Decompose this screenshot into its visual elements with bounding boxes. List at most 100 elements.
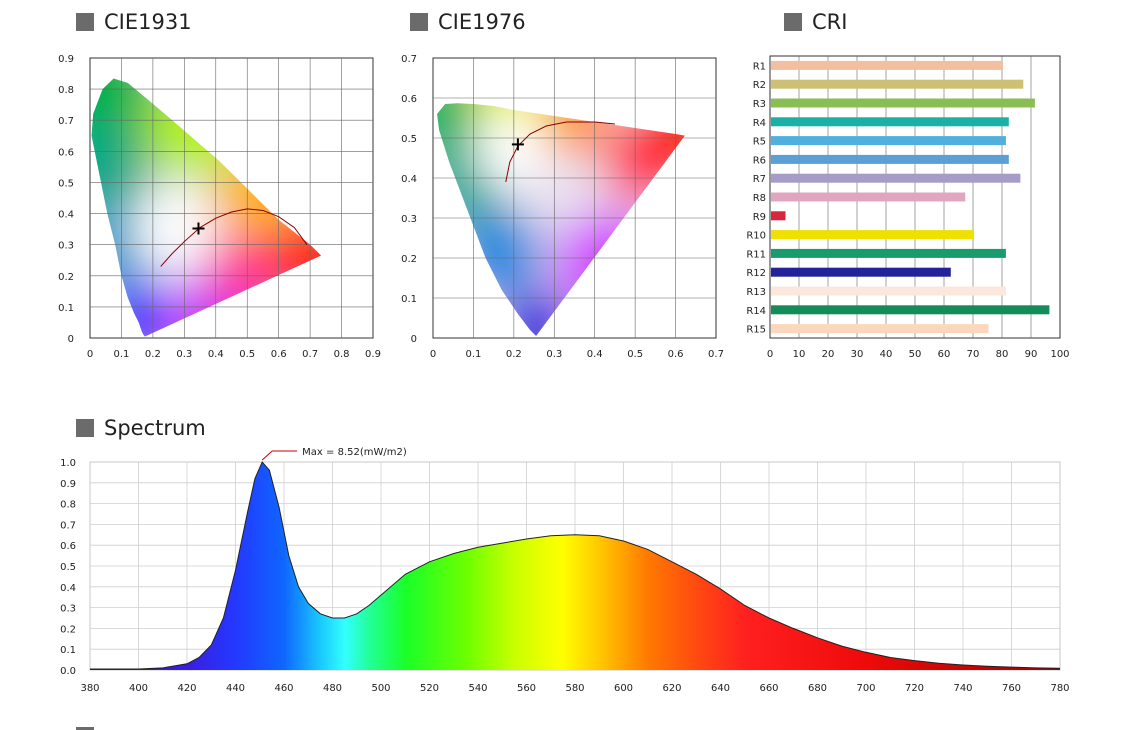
x-tick-label: 100 xyxy=(1050,349,1069,360)
x-tick-label: 520 xyxy=(420,683,439,694)
cri-bar-r8 xyxy=(771,192,966,202)
cie1931-chart: 0 0.1 0.2 0.3 0.4 0.5 0.6 0.7 0.8 0.9 0 0.1 0.2 0.3 0.… xyxy=(58,54,381,360)
section-marker-icon xyxy=(76,13,94,31)
cri-label: R7 xyxy=(753,174,766,185)
y-tick-label: 0 xyxy=(68,334,74,345)
section-marker-icon xyxy=(784,13,802,31)
x-tick-label: 420 xyxy=(177,683,196,694)
x-tick-label: 0.2 xyxy=(145,349,161,360)
cri-label: R3 xyxy=(753,99,766,110)
x-tick-label: 0.8 xyxy=(334,349,350,360)
x-tick-label: 640 xyxy=(711,683,730,694)
y-tick-label: 0 xyxy=(411,334,417,345)
spectrum-chart: 380 400 420 440 460 480 500 520 540 560 580 600 620 6… xyxy=(60,447,1069,694)
cri-bar-r13 xyxy=(771,286,1006,296)
cri-bar-r7 xyxy=(771,173,1021,183)
x-tick-label: 30 xyxy=(851,349,864,360)
y-tick-label: 0.6 xyxy=(58,147,74,158)
y-tick-label: 0.6 xyxy=(401,94,417,105)
cie1931-title: CIE1931 xyxy=(76,10,192,34)
cri-label: R1 xyxy=(753,61,766,72)
cri-label: R5 xyxy=(753,137,766,148)
cri-label: R2 xyxy=(753,80,766,91)
x-tick-label: 0 xyxy=(430,349,436,360)
x-tick-label: 460 xyxy=(274,683,293,694)
spectrum-outline xyxy=(90,461,1061,670)
x-tick-label: 0.3 xyxy=(546,349,562,360)
x-tick-label: 660 xyxy=(759,683,778,694)
cri-label: R12 xyxy=(746,268,766,279)
planckian-locus xyxy=(160,208,308,267)
y-tick-label: 0.4 xyxy=(401,174,417,185)
cri-bar-r4 xyxy=(771,117,1009,127)
x-tick-label: 720 xyxy=(905,683,924,694)
cri-bar-r10 xyxy=(771,230,974,240)
cri-bar-r15 xyxy=(771,324,989,334)
cri-bar-r9 xyxy=(771,211,786,221)
y-tick-label: 0.2 xyxy=(60,624,76,635)
cri-label: R8 xyxy=(753,193,766,204)
y-tick-label: 0.5 xyxy=(58,178,74,189)
x-tick-label: 540 xyxy=(468,683,487,694)
x-tick-label: 380 xyxy=(80,683,99,694)
y-tick-label: 0.2 xyxy=(401,254,417,265)
cie1976-title: CIE1976 xyxy=(410,10,526,34)
x-tick-label: 680 xyxy=(808,683,827,694)
cri-label: R13 xyxy=(746,287,766,298)
x-tick-label: 600 xyxy=(614,683,633,694)
x-tick-label: 0.6 xyxy=(668,349,684,360)
x-tick-label: 620 xyxy=(662,683,681,694)
x-tick-label: 0.1 xyxy=(465,349,481,360)
x-tick-label: 70 xyxy=(967,349,980,360)
y-tick-label: 0.9 xyxy=(58,54,74,65)
section-marker-icon xyxy=(76,419,94,437)
cri-title-text: CRI xyxy=(812,10,848,34)
x-tick-label: 0.5 xyxy=(627,349,643,360)
x-tick-label: 0.4 xyxy=(587,349,603,360)
spectrum-title: Spectrum xyxy=(76,416,206,440)
cri-bar-r3 xyxy=(771,98,1035,108)
y-tick-label: 0.6 xyxy=(60,541,76,552)
x-tick-label: 0.5 xyxy=(239,349,255,360)
x-tick-label: 760 xyxy=(1002,683,1021,694)
x-tick-label: 0.4 xyxy=(208,349,224,360)
x-tick-label: 0.3 xyxy=(176,349,192,360)
y-tick-label: 0.9 xyxy=(60,479,76,490)
x-tick-label: 20 xyxy=(822,349,835,360)
x-tick-label: 580 xyxy=(565,683,584,694)
cri-bar-r2 xyxy=(771,79,1024,89)
section-marker-icon xyxy=(410,13,428,31)
cie1976-chart: 0 0.1 0.2 0.3 0.4 0.5 0.6 0.7 0 0.1 0.2 0.3 0.4 0.5 0.… xyxy=(401,54,724,360)
peak-leader-line xyxy=(261,450,298,461)
y-tick-label: 0.3 xyxy=(60,604,76,615)
y-tick-label: 0.7 xyxy=(401,54,417,65)
cri-label: R14 xyxy=(746,306,766,317)
cri-bar-r5 xyxy=(771,136,1006,146)
cri-bar-r6 xyxy=(771,154,1009,164)
x-tick-label: 60 xyxy=(938,349,951,360)
x-tick-label: 40 xyxy=(880,349,893,360)
x-tick-label: 0.7 xyxy=(708,349,724,360)
y-tick-label: 0.8 xyxy=(60,500,76,511)
y-tick-label: 0.1 xyxy=(401,294,417,305)
y-tick-label: 0.4 xyxy=(60,583,76,594)
cri-bar-r12 xyxy=(771,267,951,277)
x-tick-label: 50 xyxy=(909,349,922,360)
y-tick-label: 0.3 xyxy=(58,241,74,252)
cri-label: R10 xyxy=(746,231,766,242)
x-tick-label: 0.6 xyxy=(271,349,287,360)
y-tick-label: 0.7 xyxy=(58,116,74,127)
x-tick-label: 500 xyxy=(371,683,390,694)
x-tick-label: 80 xyxy=(996,349,1009,360)
y-tick-label: 0.5 xyxy=(60,562,76,573)
y-tick-label: 0.3 xyxy=(401,214,417,225)
cri-label: R11 xyxy=(746,249,766,260)
x-tick-label: 780 xyxy=(1050,683,1069,694)
cri-bar-r14 xyxy=(771,305,1050,315)
cri-chart: 0 10 20 30 40 50 60 70 80 90 100 R1 R2 R3 R4 R5 R6 R7 R8 R9… xyxy=(746,55,1070,360)
y-tick-label: 0.4 xyxy=(58,210,74,221)
x-tick-label: 0.2 xyxy=(506,349,522,360)
x-tick-label: 440 xyxy=(226,683,245,694)
next-section-marker xyxy=(76,727,94,730)
peak-annotation: Max = 8.52(mW/m2) xyxy=(302,447,407,458)
